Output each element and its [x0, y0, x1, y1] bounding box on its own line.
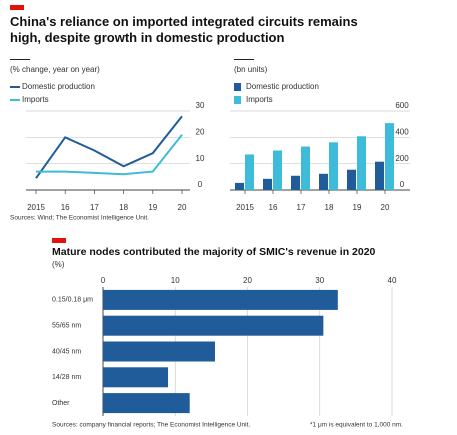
subtitle: (bn units) [234, 65, 268, 74]
x-tick-label: 20 [381, 203, 390, 212]
bar [235, 182, 244, 190]
x-tick-label: 2015 [236, 203, 254, 212]
bar [263, 178, 272, 190]
x-tick-label: 20 [243, 276, 252, 285]
legend-key [234, 96, 241, 104]
x-tick-label: 40 [388, 276, 397, 285]
y-tick-label: 200 [395, 154, 409, 163]
bar [357, 136, 366, 190]
x-tick-label: 2015 [27, 203, 45, 212]
x-tick-label: 18 [119, 203, 128, 212]
bar [385, 123, 394, 190]
bar [103, 289, 338, 310]
bar [103, 315, 324, 336]
bar [291, 175, 300, 190]
x-tick-label: 17 [90, 203, 99, 212]
legend-label: Imports [22, 95, 49, 104]
source: Sources: company financial reports; The … [52, 422, 250, 429]
x-tick-label: 0 [101, 276, 106, 285]
bar [103, 393, 190, 414]
legend-key [234, 83, 241, 91]
bar [103, 367, 169, 388]
subtitle: (% change, year on year) [10, 65, 100, 74]
accent [10, 5, 24, 10]
accent [52, 238, 66, 243]
bar [273, 150, 282, 190]
x-tick-label: 10 [171, 276, 180, 285]
bar [301, 146, 310, 190]
x-tick-label: 18 [325, 203, 334, 212]
legend-label: Domestic production [246, 82, 319, 91]
y-tick-label: 600 [395, 101, 409, 110]
x-tick-label: 16 [61, 203, 70, 212]
y-tick-label: 0 [400, 180, 405, 189]
bar [103, 341, 215, 362]
bar [347, 169, 356, 190]
bar [245, 154, 254, 190]
y-tick-label: 0.15/0.18 μm [52, 297, 93, 304]
legend-label: Domestic production [22, 82, 95, 91]
source: Sources: Wind; The Economist Intelligenc… [10, 215, 149, 222]
note: *1 μm is equivalent to 1,000 nm. [310, 422, 403, 429]
y-tick-label: 55/65 nm [52, 323, 81, 330]
y-tick-label: 30 [196, 101, 205, 110]
x-tick-label: 16 [269, 203, 278, 212]
y-tick-label: 0 [198, 180, 203, 189]
y-tick-label: 14/28 nm [52, 374, 81, 381]
bar [329, 142, 338, 190]
x-tick-label: 19 [353, 203, 362, 212]
chart-title: Mature nodes contributed the majority of… [52, 246, 376, 258]
x-tick-label: 19 [148, 203, 157, 212]
rule [10, 59, 30, 60]
x-tick-label: 17 [297, 203, 306, 212]
line [36, 134, 183, 176]
line [35, 115, 183, 179]
bar [319, 173, 328, 190]
subtitle: (%) [52, 260, 65, 269]
y-tick-label: Other [52, 400, 70, 407]
y-tick-label: 400 [395, 127, 409, 136]
rule [234, 59, 254, 60]
x-tick-label: 30 [315, 276, 324, 285]
legend-label: Imports [246, 95, 273, 104]
y-tick-label: 40/45 nm [52, 348, 81, 355]
bar [375, 161, 384, 190]
y-tick-label: 20 [196, 127, 205, 136]
y-tick-label: 10 [196, 154, 205, 163]
title: China's reliance on imported integrated … [10, 14, 358, 45]
x-tick-label: 20 [178, 203, 187, 212]
